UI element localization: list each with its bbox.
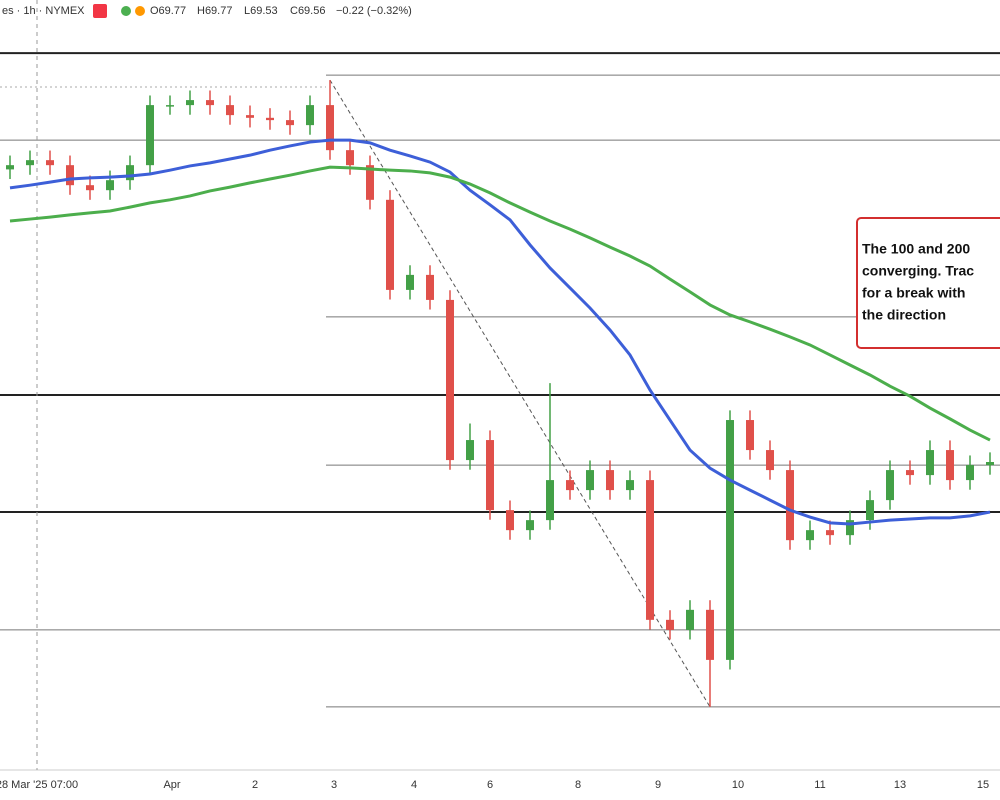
symbol: es · 1h · NYMEX	[2, 5, 85, 17]
candle-body	[146, 105, 154, 166]
x-tick-label: 11	[814, 779, 825, 791]
candle-body	[926, 450, 934, 476]
icon	[93, 4, 107, 18]
note-text: The 100 and 200	[862, 241, 970, 257]
candle-body	[366, 165, 374, 200]
candle-body	[606, 470, 614, 491]
candle-body	[626, 480, 634, 491]
candle-body	[806, 530, 814, 541]
candle-body	[206, 100, 214, 106]
ohlc-close: C69.56	[290, 5, 325, 17]
candle-body	[786, 470, 794, 541]
candle-body	[946, 450, 954, 481]
candle-body	[866, 500, 874, 521]
candle-body	[546, 480, 554, 521]
candle-body	[986, 462, 994, 466]
candle-body	[686, 609, 694, 630]
candle-body	[526, 520, 534, 531]
note-box	[856, 217, 1000, 349]
candle-body	[566, 480, 574, 491]
candle-body	[386, 199, 394, 290]
note: The 100 and 200 converging. Trac for a bre…	[856, 217, 1000, 349]
candle-body	[486, 440, 494, 511]
candle-body	[126, 165, 134, 181]
candle-body	[966, 465, 974, 481]
note-text: converging. Trac	[862, 263, 974, 279]
candle-body	[646, 480, 654, 620]
candle-body	[466, 440, 474, 461]
candle-body	[906, 470, 914, 476]
candle-body	[246, 115, 254, 118]
candle-body	[6, 165, 14, 170]
candle-body	[726, 420, 734, 660]
candle-body	[426, 274, 434, 300]
x-tick-label: 3	[331, 779, 337, 791]
ohlc-change: −0.22 (−0.32%)	[336, 5, 412, 17]
candle-body	[846, 520, 854, 536]
icon	[121, 6, 131, 16]
candle-body	[666, 619, 674, 630]
x-tick-label: 8	[575, 779, 581, 791]
x-tick-label: 9	[655, 779, 661, 791]
candle-body	[886, 470, 894, 501]
ohlc-low: L69.53	[244, 5, 278, 17]
header: es · 1h · NYMEX O69.77 H69.77 L69.53 C69…	[2, 4, 412, 18]
x-tick-label: 10	[732, 779, 744, 791]
candle-body	[326, 105, 334, 151]
candle-body	[66, 165, 74, 186]
candle-body	[226, 105, 234, 116]
ohlc-high: H69.77	[197, 5, 232, 17]
x-tick-label: 15	[977, 779, 989, 791]
candle-body	[826, 530, 834, 536]
x-tick-label: 2	[252, 779, 258, 791]
candle-body	[746, 420, 754, 451]
ohlc-open: O69.77	[150, 5, 186, 17]
x-tick-label: 6	[487, 779, 493, 791]
candle-body	[106, 180, 114, 191]
candle-body	[306, 105, 314, 126]
moving-average	[9, 165, 991, 442]
candle-body	[86, 185, 94, 191]
x-tick-label: 4	[411, 779, 417, 791]
candle-body	[406, 274, 414, 290]
candle-body	[446, 299, 454, 461]
candle-body	[766, 450, 774, 471]
candle-body	[346, 150, 354, 166]
candle-body	[46, 160, 54, 166]
x-tick-label: 13	[894, 779, 906, 791]
candle-body	[166, 105, 174, 107]
candle-body	[286, 120, 294, 126]
note-text: for a break with	[862, 285, 965, 301]
candle-body	[586, 470, 594, 491]
note-text: the direction	[862, 307, 946, 323]
candle-body	[706, 609, 714, 660]
crosshair-label: 28 Mar '25 07:00	[0, 779, 78, 791]
candle-body	[266, 117, 274, 121]
icon	[135, 6, 145, 16]
candle-body	[186, 100, 194, 106]
x-tick-label: Apr	[163, 779, 180, 791]
moving-average	[9, 138, 991, 526]
candle-body	[506, 510, 514, 531]
candle-body	[26, 160, 34, 166]
